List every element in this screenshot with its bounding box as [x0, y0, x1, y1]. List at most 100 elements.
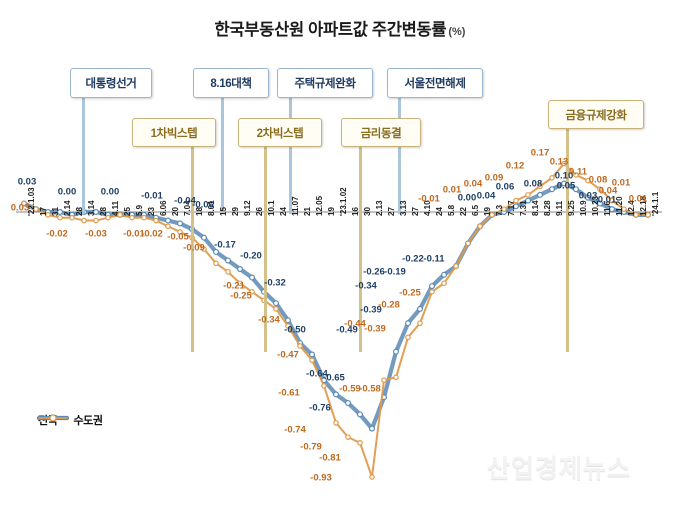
x-tick-label: 4.11 — [111, 200, 121, 216]
data-value-label: -0.79 — [300, 441, 322, 453]
data-value-label: 0.17 — [530, 147, 550, 159]
annotation-label: 대통령선거 — [85, 78, 137, 90]
data-value-label: -0.44 — [344, 318, 366, 330]
data-value-label: 0.08 — [588, 174, 608, 186]
data-value-label: 0.03 — [17, 176, 37, 188]
data-value-label: -0.65 — [323, 372, 345, 384]
data-value-label: 0.04 — [476, 190, 496, 202]
annotation-box-7[interactable]: 금리동결 — [341, 118, 421, 147]
x-tick-label: 17 — [39, 207, 49, 216]
x-tick-label: 23 — [147, 207, 157, 216]
x-tick-label: 3.13 — [399, 200, 409, 216]
data-value-label: -0.28 — [378, 299, 400, 311]
x-tick-label: 28 — [99, 207, 109, 216]
data-value-label: -0.64 — [306, 368, 328, 380]
x-tick-label: 22 — [459, 207, 469, 216]
x-tick-label: 24 — [279, 207, 289, 216]
x-tick-label: 5.8 — [447, 204, 457, 216]
x-tick-label: 2.13 — [375, 200, 385, 216]
data-value-label: -0.74 — [284, 424, 306, 436]
data-value-label: 0.09 — [484, 172, 504, 184]
data-value-label: 0.00 — [57, 186, 77, 198]
data-value-label: -0.93 — [310, 472, 332, 484]
x-tick-label: 8.28 — [543, 200, 553, 216]
x-tick-label: 7.17 — [507, 200, 517, 216]
data-value-label: -0.17 — [214, 239, 236, 251]
data-value-label: 0.00 — [100, 186, 120, 198]
annotation-label: 주택규제완화 — [294, 78, 356, 90]
data-value-label: 0.08 — [523, 178, 543, 190]
annotation-box-5[interactable]: 1차빅스텝 — [132, 118, 216, 147]
annotation-box-3[interactable]: 주택규제완화 — [277, 68, 373, 98]
annotation-label: 2차빅스텝 — [256, 127, 304, 140]
x-tick-label: 10.1 — [267, 200, 277, 216]
legend-label: 수도권 — [73, 415, 103, 427]
data-value-label: -0.34 — [355, 280, 377, 292]
data-value-label: 0.00 — [457, 192, 477, 204]
data-value-label: -0.01 — [141, 190, 163, 202]
x-tick-label: 27 — [411, 207, 421, 216]
data-value-label: -0.19 — [384, 266, 406, 278]
legend-swatch-icon — [38, 414, 68, 422]
data-value-label: -0.01 — [418, 193, 440, 205]
data-value-label: 0.11 — [569, 166, 587, 178]
data-value-label: -0.11 — [423, 253, 445, 265]
x-tick-label: 19 — [327, 207, 337, 216]
x-tick-label: 27 — [387, 207, 397, 216]
annotation-label: 8.16대책 — [210, 78, 252, 90]
x-tick-label: 21 — [303, 207, 313, 216]
x-tick-label: 6.5 — [471, 204, 481, 216]
data-value-label: 0.13 — [549, 156, 569, 168]
data-value-label: -0.25 — [399, 287, 421, 299]
data-value-label: 0.05 — [556, 180, 576, 192]
data-value-label: -0.20 — [240, 250, 262, 262]
data-value-label: 0.01 — [628, 193, 648, 205]
x-tick-label: 20 — [171, 207, 181, 216]
annotation-box-4[interactable]: 서울전면해제 — [387, 68, 483, 98]
x-tick-label: 12.05 — [315, 195, 325, 216]
annotation-leader-line — [359, 147, 362, 352]
x-tick-label: 10.9 — [579, 200, 589, 216]
annotation-leader-line — [264, 147, 267, 352]
x-tick-label: 9.25 — [567, 200, 577, 216]
legend-item-metro[interactable]: 수도권 — [38, 412, 103, 428]
x-tick-label: 30 — [363, 207, 373, 216]
x-tick-label: 31 — [51, 207, 61, 216]
data-value-label: -0.39 — [360, 304, 382, 316]
x-tick-label: 2.14 — [63, 200, 73, 216]
data-value-label: -0.04 — [174, 195, 196, 207]
data-value-label: -0.21 — [223, 280, 245, 292]
data-value-label: 0.01 — [597, 194, 617, 206]
annotation-leader-line — [398, 98, 401, 214]
data-value-label: -0.01 — [123, 228, 145, 240]
data-value-label: -0.32 — [264, 277, 286, 289]
data-value-label: -0.39 — [364, 323, 386, 335]
annotation-label: 서울전면해제 — [404, 78, 466, 90]
annotation-label: 금융규제강화 — [565, 109, 627, 122]
data-value-label: 0.10 — [554, 170, 574, 182]
data-value-label: 0.01 — [611, 177, 631, 189]
annotation-box-1[interactable]: 대통령선거 — [70, 68, 152, 98]
data-value-label: 0.12 — [505, 160, 525, 172]
annotation-box-8[interactable]: 금융규제강화 — [548, 100, 644, 129]
x-tick-label: 15 — [219, 207, 229, 216]
annotation-leader-line — [82, 98, 85, 214]
annotation-label: 금리동결 — [360, 127, 402, 140]
x-tick-label: '24.1.1 — [651, 191, 661, 216]
data-value-label: -0.26 — [363, 266, 385, 278]
data-value-label: -0.09 — [183, 242, 205, 254]
annotation-box-2[interactable]: 8.16대책 — [193, 68, 269, 98]
chart-title: 한국부동산원 아파트값 주간변동률 — [214, 21, 447, 39]
data-value-label: -0.22 — [402, 253, 424, 265]
data-value-label: -0.05 — [167, 231, 189, 243]
x-tick-label: 28 — [75, 207, 85, 216]
data-value-label: 0.06 — [495, 181, 515, 193]
data-value-label: -0.59 — [339, 383, 361, 395]
page-title: 한국부동산원 아파트값 주간변동률 (%) — [0, 16, 680, 40]
annotation-box-6[interactable]: 2차빅스텝 — [238, 118, 322, 147]
data-value-label: 0.03 — [10, 202, 30, 214]
annotation-leader-line — [289, 98, 292, 214]
x-tick-label: 25 — [123, 207, 133, 216]
x-tick-label: 8.14 — [531, 200, 541, 216]
data-value-label: -0.34 — [258, 314, 280, 326]
